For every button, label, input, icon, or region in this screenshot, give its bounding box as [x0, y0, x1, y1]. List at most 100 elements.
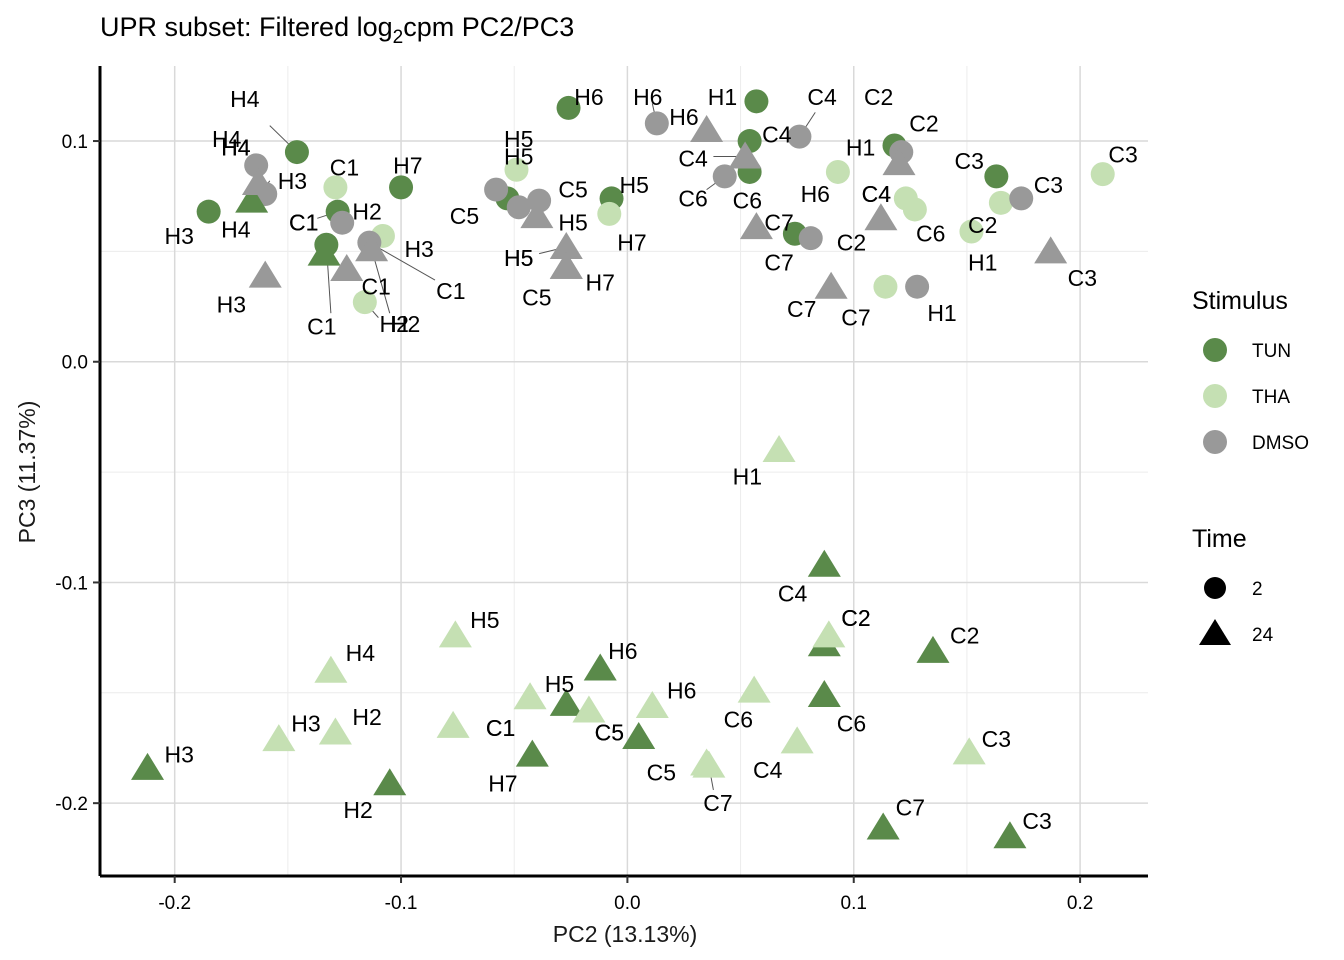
point-label: C4: [807, 84, 837, 110]
point-triangle-dmso-h2: [355, 234, 389, 262]
point-label: H2: [391, 311, 420, 337]
point-label: H6: [633, 84, 662, 110]
point-label: C2: [841, 605, 870, 631]
point-label: C5: [647, 759, 676, 785]
point-triangle-tha-h4: [314, 655, 348, 683]
point-circle-dmso-c5: [527, 188, 552, 213]
legend: Stimulus Time TUN THA DMSO 2 24: [1192, 287, 1309, 646]
point-label: C4: [862, 181, 892, 207]
point-label: H6: [669, 104, 698, 130]
point-label: H5: [558, 210, 587, 236]
point-label: H6: [801, 181, 830, 207]
point-circle-dmso-c5: [484, 177, 509, 202]
point-label: H7: [488, 770, 517, 796]
point-circle-dmso-c4: [787, 124, 812, 149]
point-label: H4: [221, 216, 251, 242]
point-label: C6: [724, 706, 753, 732]
point-label: H6: [667, 678, 696, 704]
point-triangle-tha-c1: [513, 682, 547, 710]
point-label: H4: [221, 135, 251, 161]
point-label: H5: [504, 143, 533, 169]
point-triangle-dmso-h1: [882, 148, 916, 176]
point-label: C6: [916, 221, 945, 247]
point-label: H3: [165, 223, 194, 249]
point-triangle-tun-c1: [307, 238, 341, 266]
x-tick-label: 0.1: [841, 893, 867, 914]
point-circle-tha-c2: [988, 190, 1013, 215]
point-label: C1: [289, 210, 318, 236]
point-triangle-tha-h6: [635, 691, 669, 719]
point-triangle-tha-c2: [812, 620, 846, 648]
point-label: H1: [733, 464, 762, 490]
x-tick-label: 0.2: [1067, 893, 1093, 914]
point-label: C5: [450, 203, 479, 229]
point-triangle-tha-h1: [762, 435, 796, 463]
point-label: C4: [753, 757, 783, 783]
point-circle-tun-h4: [284, 140, 309, 165]
point-label: C7: [703, 790, 732, 816]
point-triangle-tun-c3: [993, 821, 1027, 849]
point-label: C1: [289, 210, 318, 236]
point-triangle-tha-h5: [438, 620, 472, 648]
point-label: C7: [764, 210, 793, 236]
point-label: C7: [841, 305, 870, 331]
y-tick-label: 0.0: [62, 353, 88, 374]
point-label: H4: [346, 640, 376, 666]
point-label: C3: [1068, 265, 1097, 291]
point-triangle-tun-h6: [583, 653, 617, 681]
point-label: C1: [307, 313, 336, 339]
point-label: H3: [217, 291, 246, 317]
point-label: H1: [927, 300, 956, 326]
point-triangle-tha-c7: [692, 750, 726, 778]
point-triangle-tha-h2: [318, 717, 352, 745]
point-label: H2: [352, 704, 381, 730]
point-triangle-dmso-h4: [241, 167, 275, 195]
point-label: H7: [617, 230, 646, 256]
x-tick-label: -0.2: [158, 893, 191, 914]
point-label: C3: [954, 148, 983, 174]
tick-labels: -0.2 -0.1 0.0 0.1 0.2 -0.2 -0.1 0.0 0.1: [55, 132, 1093, 914]
point-label: H3: [404, 236, 433, 262]
point-label: C4: [862, 181, 892, 207]
point-circle-tha-h7: [597, 201, 622, 226]
point-label: H5: [504, 245, 533, 271]
legend-label-tun: TUN: [1252, 341, 1291, 362]
point-circle-tha-h6: [825, 159, 850, 184]
point-triangle-dmso-h5: [549, 231, 583, 259]
point-circle-tha-c7: [873, 274, 898, 299]
point-circle-tun-c3: [984, 164, 1009, 189]
point-triangle-dmso-c7: [739, 212, 773, 240]
point-label: C5: [522, 285, 551, 311]
x-axis-label: PC2 (13.13%): [553, 921, 697, 947]
axes: [93, 66, 1148, 883]
point-circle-tun-h1: [744, 89, 769, 114]
point-label: C1: [361, 274, 390, 300]
legend-stimulus-title: Stimulus: [1192, 287, 1288, 315]
legend-label-tha: THA: [1252, 387, 1290, 408]
point-triangle-tun-c7: [866, 812, 900, 840]
point-triangle-dmso-c3: [1034, 236, 1068, 264]
point-triangle-tha-c6: [737, 675, 771, 703]
legend-label-dmso: DMSO: [1252, 433, 1309, 454]
y-tick-label: -0.1: [55, 573, 88, 594]
point-label: H7: [586, 269, 615, 295]
point-label: C5: [558, 177, 587, 203]
point-triangle-tun-h7: [515, 739, 549, 767]
point-triangle-tun-c6: [807, 680, 841, 708]
x-tick-label: 0.0: [614, 893, 640, 914]
point-label: C7: [896, 795, 925, 821]
legend-label-time-2: 2: [1252, 579, 1263, 600]
point-circle-tha-c1: [323, 175, 348, 200]
point-circle-tun-h3: [196, 199, 221, 224]
point-label: C2: [837, 230, 866, 256]
title-subscript: 2: [393, 27, 404, 48]
legend-time-title: Time: [1192, 525, 1247, 553]
point-label: C1: [486, 715, 515, 741]
point-label: C5: [595, 720, 624, 746]
point-label: H4: [230, 86, 260, 112]
legend-key-tun: [1203, 338, 1227, 362]
point-label: C4: [778, 580, 808, 606]
point-label: H6: [574, 84, 603, 110]
point-triangle-dmso-c4: [864, 203, 898, 231]
point-triangle-dmso-c4: [728, 141, 762, 169]
